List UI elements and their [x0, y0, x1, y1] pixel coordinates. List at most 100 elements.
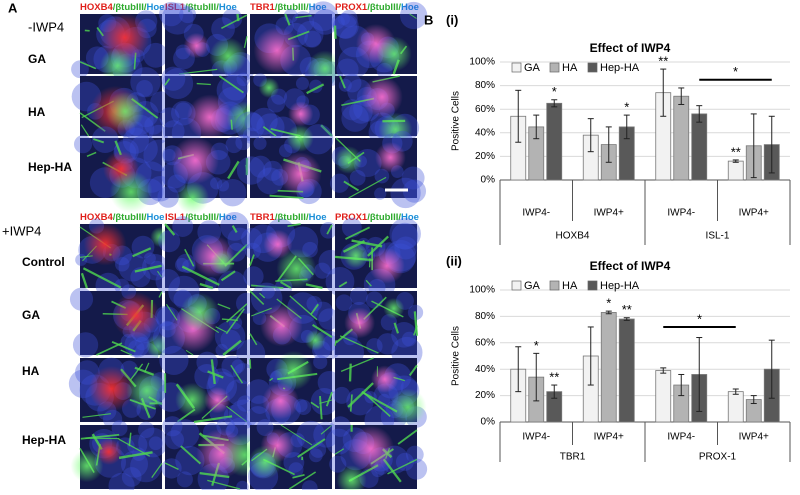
nucleus: [235, 135, 251, 151]
legend-label: HA: [562, 280, 578, 292]
nucleus: [292, 11, 314, 33]
stain: [176, 181, 209, 214]
stain: [369, 248, 405, 284]
panel-label: B: [424, 12, 433, 27]
nucleus: [75, 254, 87, 266]
row-label: HA: [28, 105, 46, 119]
nucleus: [340, 10, 357, 27]
bar: [674, 96, 689, 180]
legend-swatch: [588, 63, 597, 72]
x-tick-label: IWP4+: [739, 432, 769, 443]
bar: [692, 114, 707, 180]
stain: [375, 142, 406, 173]
nucleus: [71, 60, 89, 78]
nucleus: [138, 422, 154, 438]
panel-sublabel: (i): [446, 12, 458, 27]
nucleus: [157, 186, 179, 208]
panel-sublabel: (ii): [446, 253, 462, 268]
group-label: ISL-1: [706, 231, 730, 242]
y-tick-label: 80%: [475, 311, 495, 322]
significance: *: [606, 296, 611, 311]
nucleus: [333, 387, 350, 404]
row-label: Hep-HA: [28, 160, 72, 174]
bar: [547, 103, 562, 180]
header-part: Hoe: [309, 212, 327, 223]
stain: [187, 94, 233, 140]
significance: *: [624, 100, 629, 115]
stain: [383, 298, 404, 319]
x-tick-label: IWP4-: [522, 432, 550, 443]
x-tick-label: IWP4+: [594, 208, 624, 219]
condition-label: -IWP4: [28, 19, 64, 34]
legend-swatch: [588, 281, 597, 290]
stain: [260, 304, 303, 347]
legend-label: Hep-HA: [600, 62, 640, 74]
stain: [106, 92, 145, 131]
significance: *: [552, 84, 557, 99]
nucleus: [217, 179, 229, 191]
bar: [728, 161, 743, 180]
y-tick-label: 80%: [475, 80, 495, 91]
significance: **: [731, 144, 741, 159]
stain: [210, 250, 234, 274]
nucleus: [162, 416, 182, 436]
panel-label: A: [8, 0, 18, 15]
nucleus: [339, 79, 352, 92]
header-part: /βtubIII/: [113, 2, 147, 13]
column-header: HOXB4/βtubIII/Hoe: [80, 2, 164, 13]
significance: **: [549, 369, 559, 384]
stain: [343, 243, 368, 268]
header-part: TBR1: [250, 212, 276, 223]
legend-swatch: [512, 281, 521, 290]
nucleus: [177, 471, 193, 487]
y-tick-label: 60%: [475, 337, 495, 348]
stain: [335, 146, 363, 174]
bar: [656, 371, 671, 422]
bar: [619, 319, 634, 422]
stain: [287, 125, 314, 152]
y-axis-label: Positive Cells: [451, 91, 462, 151]
x-tick-label: IWP4-: [522, 208, 550, 219]
nucleus: [237, 73, 251, 87]
y-tick-label: 100%: [469, 57, 495, 68]
neurite: [237, 14, 238, 21]
header-part: TBR1: [250, 2, 276, 13]
nucleus: [243, 266, 263, 286]
stain: [71, 449, 104, 482]
x-tick-label: IWP4-: [667, 208, 695, 219]
y-tick-label: 40%: [475, 364, 495, 375]
neurite: [250, 359, 251, 368]
nucleus: [196, 352, 217, 373]
neurite: [197, 84, 211, 85]
stain: [377, 36, 412, 71]
nucleus: [296, 77, 309, 90]
legend-label: GA: [524, 62, 541, 74]
bar: [728, 392, 743, 422]
stain: [175, 383, 209, 417]
nucleus: [313, 355, 327, 369]
header-part: Hoe: [147, 212, 165, 223]
x-tick-label: IWP4-: [667, 432, 695, 443]
stain: [389, 389, 426, 426]
stain: [288, 101, 313, 126]
stain: [278, 152, 321, 195]
y-tick-label: 20%: [475, 151, 495, 162]
row-label: GA: [22, 308, 40, 322]
stain: [248, 445, 282, 479]
stain: [84, 223, 127, 266]
group-label: HOXB4: [556, 231, 590, 242]
significance: *: [733, 64, 738, 79]
neurite: [335, 26, 336, 39]
row-label: GA: [28, 52, 46, 66]
row-label: HA: [22, 364, 40, 378]
legend-label: Hep-HA: [600, 280, 640, 292]
header-part: /βtubIII/: [113, 212, 147, 223]
stain: [371, 365, 398, 392]
y-tick-label: 0%: [481, 175, 496, 186]
nucleus: [158, 230, 180, 252]
x-tick-label: IWP4+: [739, 208, 769, 219]
y-tick-label: 0%: [481, 417, 496, 428]
significance: **: [658, 54, 668, 69]
nucleus: [342, 218, 362, 238]
legend-label: GA: [524, 280, 541, 292]
